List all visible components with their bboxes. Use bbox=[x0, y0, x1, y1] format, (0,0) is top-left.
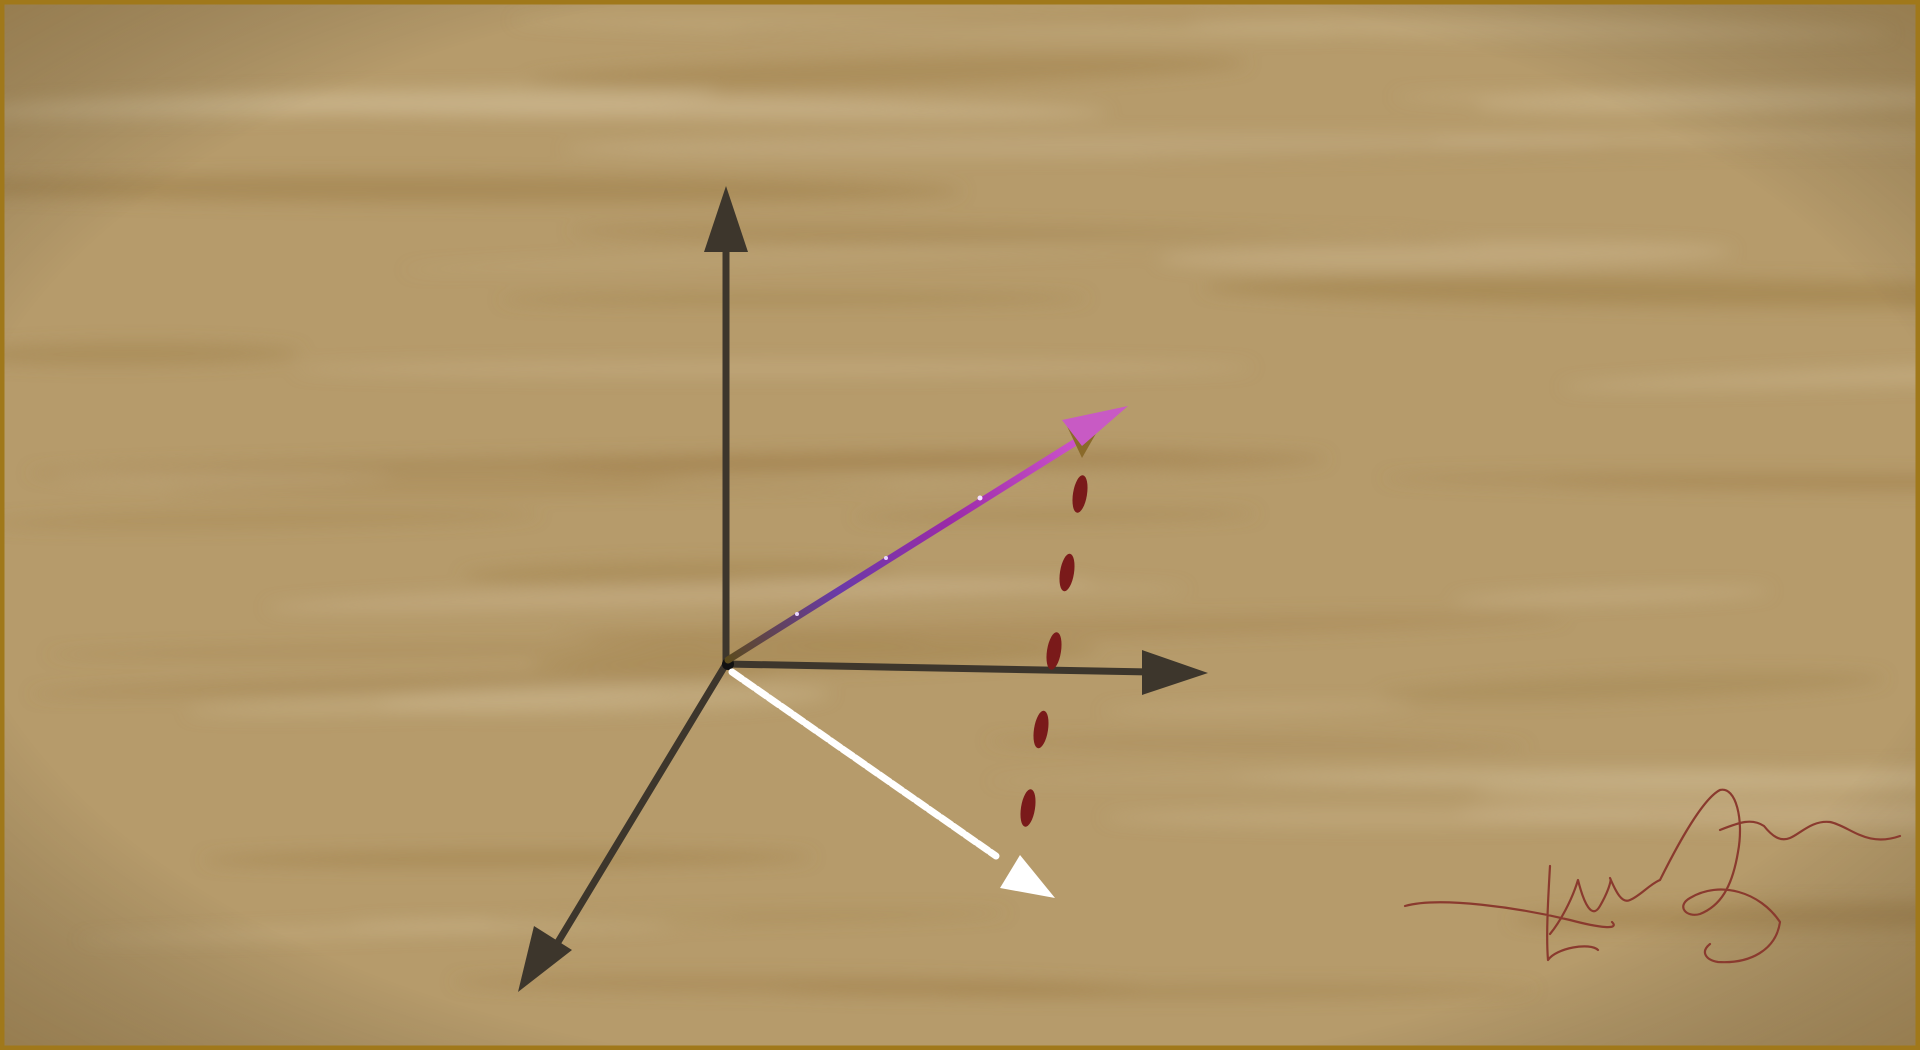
drop-line-dash bbox=[1059, 553, 1075, 592]
drop-line-dash bbox=[1046, 632, 1062, 670]
signature bbox=[1403, 788, 1902, 964]
z-axis-arrowhead bbox=[704, 186, 748, 252]
x-axis-arrowhead bbox=[1142, 650, 1208, 695]
projection-vector-line bbox=[728, 668, 1000, 860]
x-axis-line bbox=[722, 660, 1154, 676]
projection-vector bbox=[728, 668, 1055, 898]
drop-line-dash bbox=[1020, 789, 1036, 827]
main-vector-sparkle bbox=[884, 556, 888, 560]
drop-line-dash bbox=[1072, 475, 1088, 513]
main-vector-sparkle bbox=[795, 612, 799, 616]
coordinate-axes bbox=[518, 186, 1208, 992]
y-axis-arrowhead bbox=[518, 926, 572, 992]
y-axis-line bbox=[548, 660, 730, 956]
drop-line-dash bbox=[1033, 710, 1049, 749]
main-vector bbox=[724, 406, 1128, 664]
projection-vector-arrowhead bbox=[1000, 855, 1055, 898]
dashed-drop-line bbox=[1020, 475, 1088, 827]
main-vector-arrowhead bbox=[1062, 406, 1128, 446]
main-vector-sparkle bbox=[977, 495, 983, 501]
main-vector-line bbox=[724, 434, 1086, 664]
